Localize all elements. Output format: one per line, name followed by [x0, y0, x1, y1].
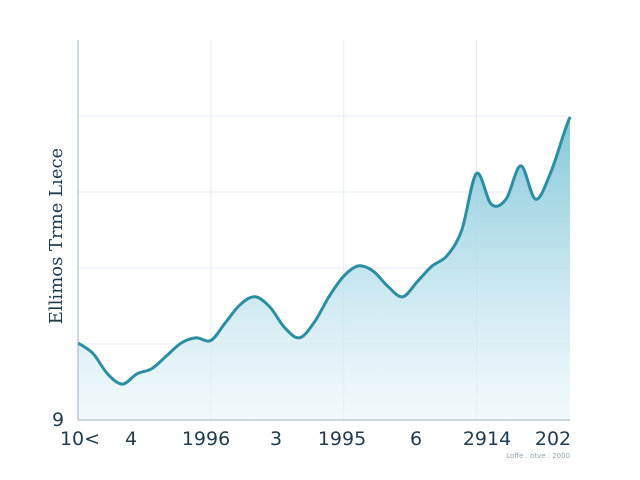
corner-note: Loffe . otve . 2000: [506, 452, 570, 460]
y-tick-labels: 9: [52, 409, 64, 431]
y-axis-label: Ellimos Trme Lıece: [46, 148, 67, 324]
x-tick-label: 4: [125, 428, 137, 450]
series-area: [78, 117, 570, 420]
y-tick-label: 9: [52, 409, 64, 431]
x-tick-label: 1995: [318, 428, 366, 450]
x-tick-label: 1996: [182, 428, 230, 450]
x-tick-label: 202: [535, 428, 571, 450]
x-tick-label: 6: [410, 428, 422, 450]
x-tick-labels: 10< 4 1996 3 1995 6 2914 202: [60, 428, 571, 450]
x-tick-label: 2914: [463, 428, 511, 450]
x-tick-label: 10<: [60, 428, 100, 450]
x-tick-label: 3: [270, 428, 282, 450]
series-line: [77, 116, 572, 386]
